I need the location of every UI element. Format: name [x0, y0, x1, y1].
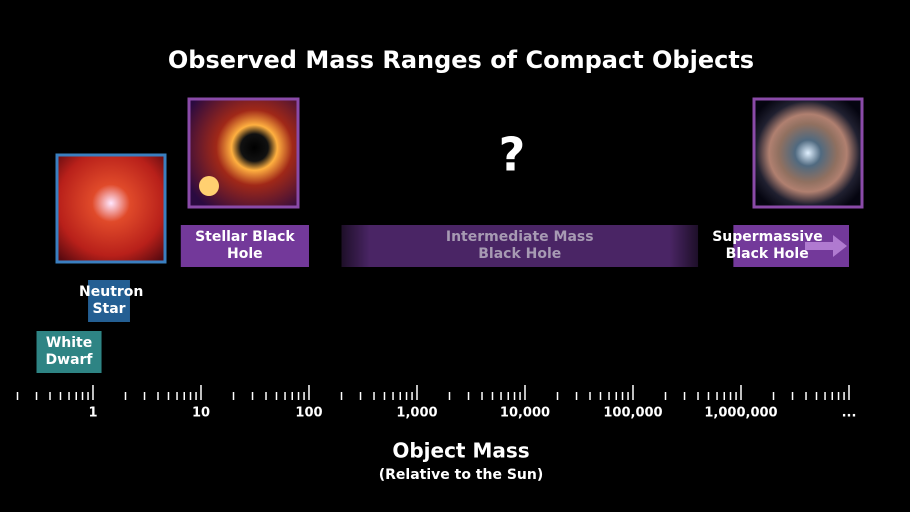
bar-label-text: Stellar Black Hole [195, 229, 295, 262]
annotation: ? [499, 128, 526, 182]
x-tick-label: 10 [192, 406, 210, 421]
bar-label-text: Neutron Star [79, 284, 144, 317]
x-tick-label: 1,000 [396, 406, 437, 421]
x-tick-label: 100,000 [603, 406, 662, 421]
neutron-star-image [55, 153, 167, 264]
range-bar [36, 331, 102, 373]
bar-label-text: White Dwarf [45, 335, 93, 368]
x-tick-label: 100 [295, 406, 322, 421]
x-tick-label: ... [842, 406, 857, 421]
bar-fade [341, 225, 699, 267]
x-tick-label: 10,000 [500, 406, 550, 421]
x-tick-label: 1 [88, 406, 97, 421]
bar-label: Supermassive Black Hole [712, 225, 823, 267]
bar-label: Neutron Star [79, 280, 143, 322]
star-glow [199, 176, 219, 196]
bar-label: Intermediate Mass Black Hole [342, 225, 699, 267]
supermassive-black-hole-image [752, 97, 864, 209]
arrow [805, 235, 847, 257]
range-bar [88, 280, 130, 322]
chart-title: Observed Mass Ranges of Compact Objects [168, 46, 754, 74]
range-bar [180, 225, 309, 267]
x-axis-sublabel: (Relative to the Sun) [379, 467, 544, 483]
x-tick-label: 1,000,000 [704, 406, 777, 421]
bar-label: White Dwarf [37, 331, 102, 373]
bar-label-text: Intermediate Mass Black Hole [445, 229, 594, 262]
bar-label-text: Supermassive Black Hole [712, 229, 823, 262]
x-axis-label: Object Mass [392, 439, 529, 463]
bar-label: Stellar Black Hole [181, 225, 309, 267]
